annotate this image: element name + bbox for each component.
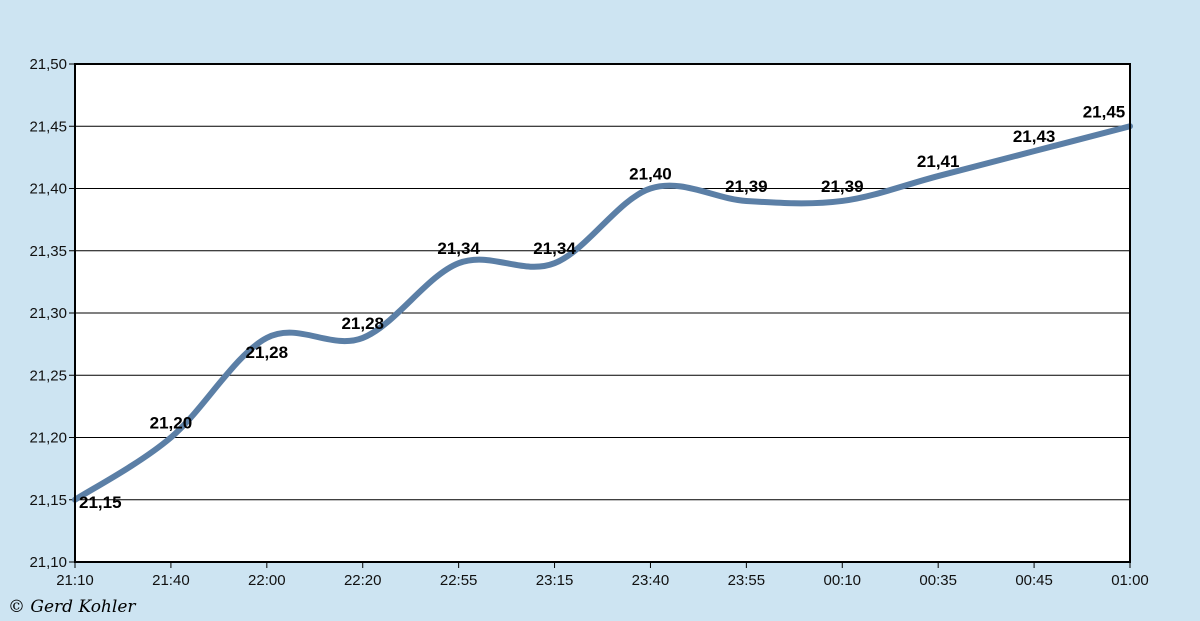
x-tick-label: 23:15 bbox=[536, 572, 574, 589]
data-label: 21,39 bbox=[821, 177, 864, 196]
x-tick-label: 23:55 bbox=[728, 572, 766, 589]
x-tick-label: 22:00 bbox=[248, 572, 286, 589]
data-label: 21,15 bbox=[79, 493, 122, 512]
x-tick-label: 22:55 bbox=[440, 572, 478, 589]
y-tick-label: 21,50 bbox=[29, 56, 67, 73]
x-tick-label: 00:35 bbox=[919, 572, 957, 589]
x-tick-label: 01:00 bbox=[1111, 572, 1149, 589]
y-axis-tick-labels: 21,10 21,15 21,20 21,25 21,30 21,35 21,40 21,45… bbox=[29, 56, 67, 571]
y-tick-label: 21,25 bbox=[29, 367, 67, 384]
data-label: 21,34 bbox=[437, 239, 480, 258]
x-tick-label: 00:10 bbox=[823, 572, 861, 589]
x-axis-tick-labels: 21:10 21:40 22:00 22:20 22:55 23:15 23:40 23:55… bbox=[56, 572, 1149, 589]
data-label: 21,39 bbox=[725, 177, 768, 196]
copyright-text: © Gerd Kohler bbox=[8, 597, 136, 617]
y-tick-label: 21,45 bbox=[29, 118, 67, 135]
plot-border bbox=[74, 63, 1131, 563]
y-tick-label: 21,10 bbox=[29, 554, 67, 571]
x-tick-label: 22:20 bbox=[344, 572, 382, 589]
gridlines bbox=[69, 63, 1130, 563]
data-label: 21,40 bbox=[629, 165, 672, 184]
y-tick-label: 21,20 bbox=[29, 430, 67, 447]
x-tick-label: 23:40 bbox=[632, 572, 670, 589]
x-tick-label: 00:45 bbox=[1015, 572, 1053, 589]
series-line bbox=[72, 123, 1133, 503]
data-labels: 21,15 21,20 21,28 21,28 21,34 21,34 21,40 21,39… bbox=[79, 102, 1125, 512]
y-tick-label: 21,40 bbox=[29, 181, 67, 198]
x-tick-label: 21:40 bbox=[152, 572, 190, 589]
y-tick-label: 21,30 bbox=[29, 305, 67, 322]
data-label: 21,34 bbox=[533, 239, 576, 258]
y-tick-label: 21,15 bbox=[29, 492, 67, 509]
x-tick-label: 21:10 bbox=[56, 572, 94, 589]
data-label: 21,28 bbox=[341, 314, 384, 333]
data-label: 21,41 bbox=[917, 152, 960, 171]
data-label: 21,45 bbox=[1083, 102, 1126, 121]
y-tick-label: 21,35 bbox=[29, 243, 67, 260]
data-label: 21,28 bbox=[246, 343, 289, 362]
data-label: 21,43 bbox=[1013, 127, 1056, 146]
data-label: 21,20 bbox=[150, 414, 193, 433]
